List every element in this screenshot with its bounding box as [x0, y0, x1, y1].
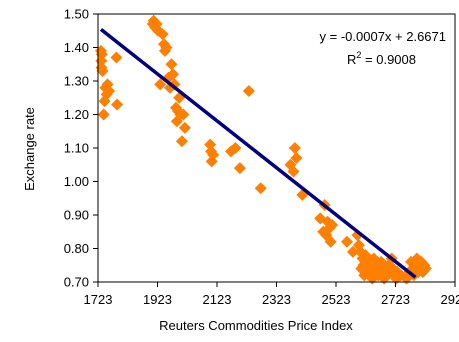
- y-tick-label: 1.20: [64, 107, 89, 122]
- x-tick-label: 2923: [441, 292, 459, 307]
- x-tick-label: 2523: [322, 292, 351, 307]
- x-tick-label: 2123: [203, 292, 232, 307]
- r-squared-r: R: [347, 52, 356, 67]
- y-tick-label: 1.40: [64, 40, 89, 55]
- data-point: [242, 85, 255, 98]
- x-tick-label: 1923: [143, 292, 172, 307]
- y-tick-label: 0.70: [64, 275, 89, 290]
- y-tick-label: 1.10: [64, 141, 89, 156]
- data-point: [326, 219, 339, 232]
- data-point: [419, 262, 432, 275]
- data-point: [154, 78, 167, 91]
- data-point: [103, 85, 116, 98]
- r-squared-value: = 0.9008: [361, 52, 416, 67]
- data-point: [95, 48, 108, 61]
- data-point: [160, 41, 173, 54]
- x-tick-label: 2323: [262, 292, 291, 307]
- x-tick-label: 1723: [84, 292, 113, 307]
- data-point: [177, 108, 190, 121]
- y-tick-label: 1.50: [64, 7, 89, 22]
- data-point: [254, 182, 267, 195]
- data-point: [178, 121, 191, 134]
- data-point: [111, 98, 124, 111]
- data-point: [110, 51, 123, 64]
- data-point: [96, 64, 109, 77]
- data-point: [175, 135, 188, 148]
- y-ticks: 0.70 0.80 0.90 1.00 1.10 1.20 1.30 1.40 1.50: [64, 7, 98, 290]
- y-axis-title-group: Exchange rate: [22, 107, 37, 191]
- data-point: [207, 148, 220, 161]
- trendline-equation: y = -0.0007x + 2.6671: [320, 29, 446, 44]
- y-tick-label: 1.00: [64, 174, 89, 189]
- y-tick-label: 0.90: [64, 208, 89, 223]
- trendline: [99, 28, 417, 279]
- data-point: [346, 245, 359, 258]
- data-point: [290, 152, 303, 165]
- data-point: [341, 235, 354, 248]
- data-point: [229, 142, 242, 154]
- x-axis-title: Reuters Commodities Price Index: [159, 318, 353, 333]
- data-point: [287, 165, 300, 178]
- data-point: [165, 58, 178, 71]
- x-ticks: 1723 1923 2123 2323 2523 2723 2923: [84, 282, 459, 307]
- r-squared-label: R2 = 0.9008: [347, 50, 416, 67]
- y-tick-label: 0.80: [64, 241, 89, 256]
- data-point: [97, 108, 110, 121]
- data-point: [359, 249, 372, 262]
- r-squared-superscript: 2: [356, 50, 361, 60]
- data-point: [288, 142, 301, 154]
- data-point: [168, 78, 181, 91]
- data-point: [233, 162, 246, 175]
- data-point: [324, 235, 337, 248]
- data-point: [156, 28, 169, 41]
- trendline-layer: [99, 28, 417, 279]
- y-tick-label: 1.30: [64, 74, 89, 89]
- y-axis-title: Exchange rate: [22, 107, 37, 191]
- data-point: [166, 68, 179, 81]
- x-tick-label: 2723: [381, 292, 410, 307]
